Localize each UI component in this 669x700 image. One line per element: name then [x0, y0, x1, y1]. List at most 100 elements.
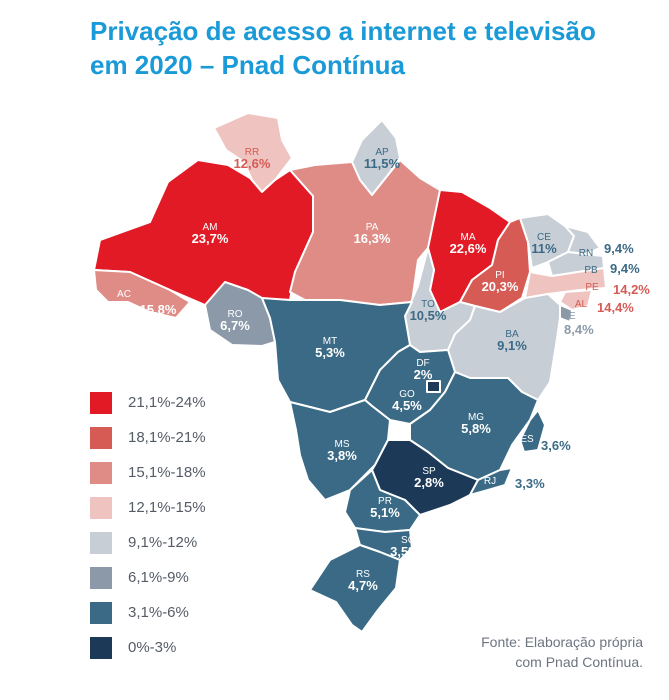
legend-label: 3,1%-6% — [128, 604, 189, 621]
legend-item: 0%-3% — [90, 630, 206, 665]
legend-swatch — [90, 426, 112, 449]
source-line-2: com Pnad Contínua. — [515, 654, 643, 670]
label-mt-abbr: MT — [323, 336, 337, 347]
label-al-value: 14,4% — [597, 300, 634, 315]
legend-label: 6,1%-9% — [128, 569, 189, 586]
label-ms-value: 3,8% — [327, 448, 357, 463]
label-df: DF 2% — [414, 358, 433, 382]
legend-swatch — [90, 531, 112, 554]
label-rj-abbr: RJ — [484, 476, 496, 487]
label-pi-value: 20,3% — [482, 279, 519, 294]
label-se-value: 8,4% — [564, 322, 594, 337]
label-to: TO 10,5% — [410, 299, 447, 323]
label-go: GO 4,5% — [392, 389, 422, 413]
label-ma-value: 22,6% — [450, 241, 487, 256]
source-line-1: Fonte: Elaboração própria — [481, 634, 643, 650]
label-df-value: 2% — [414, 367, 433, 382]
legend-label: 12,1%-15% — [128, 499, 206, 516]
label-ro-abbr: RO — [228, 309, 243, 320]
label-es: ES 3,6% — [520, 434, 571, 453]
label-pe-abbr: PE — [585, 282, 599, 293]
label-go-abbr: GO — [399, 389, 415, 400]
label-sc: SC 3,5% — [390, 535, 420, 559]
label-sp-abbr: SP — [422, 466, 436, 477]
label-sp: SP 2,8% — [414, 466, 444, 490]
label-rr: RR 12,6% — [234, 147, 271, 171]
label-ma-abbr: MA — [461, 232, 476, 243]
label-rj: RJ 3,3% — [484, 476, 545, 491]
title-line-1: Privação de acesso a internet e televisã… — [90, 16, 596, 46]
state-ac — [93, 269, 191, 319]
label-ma: MA 22,6% — [450, 232, 487, 256]
label-mg: MG 5,8% — [461, 412, 491, 436]
label-pr-abbr: PR — [378, 496, 392, 507]
legend-item: 15,1%-18% — [90, 455, 206, 490]
label-sc-abbr: SC — [401, 535, 415, 546]
label-ac-value: 15,8% — [140, 302, 177, 317]
label-ce-value: 11% — [531, 241, 557, 256]
label-ba-value: 9,1% — [497, 338, 527, 353]
label-ba-abbr: BA — [505, 329, 519, 340]
legend-item: 3,1%-6% — [90, 595, 206, 630]
label-df-abbr: DF — [416, 358, 429, 369]
state-pr — [344, 469, 421, 533]
label-pi-abbr: PI — [495, 270, 504, 281]
legend-swatch — [90, 601, 112, 624]
label-ms-abbr: MS — [335, 439, 350, 450]
label-pe-value: 14,2% — [613, 282, 650, 297]
label-rs-value: 4,7% — [348, 578, 378, 593]
label-am: AM 23,7% — [192, 222, 229, 246]
legend-item: 9,1%-12% — [90, 525, 206, 560]
label-ce-abbr: CE — [537, 232, 551, 243]
label-sc-value: 3,5% — [390, 544, 420, 559]
legend: 21,1%-24% 18,1%-21% 15,1%-18% 12,1%-15% … — [90, 385, 206, 665]
label-rn-value: 9,4% — [604, 241, 634, 256]
source-note: Fonte: Elaboração própria com Pnad Contí… — [481, 632, 643, 672]
label-mg-value: 5,8% — [461, 421, 491, 436]
label-pr: PR 5,1% — [370, 496, 400, 520]
title-line-2: em 2020 – Pnad Contínua — [90, 50, 405, 80]
label-am-value: 23,7% — [192, 231, 229, 246]
state-rs — [309, 544, 401, 633]
legend-label: 18,1%-21% — [128, 429, 206, 446]
label-to-value: 10,5% — [410, 308, 447, 323]
label-pe: PE 14,2% — [585, 282, 650, 297]
legend-item: 12,1%-15% — [90, 490, 206, 525]
label-pi: PI 20,3% — [482, 270, 519, 294]
label-pa: PA 16,3% — [354, 222, 391, 246]
label-ap-abbr: AP — [375, 147, 389, 158]
label-ro-value: 6,7% — [220, 318, 250, 333]
label-es-value: 3,6% — [541, 438, 571, 453]
label-ro: RO 6,7% — [220, 309, 250, 333]
label-rn-abbr: RN — [579, 248, 593, 259]
label-ac-abbr: AC — [117, 289, 131, 300]
label-go-value: 4,5% — [392, 398, 422, 413]
label-mt-value: 5,3% — [315, 345, 345, 360]
label-to-abbr: TO — [421, 299, 435, 310]
label-pr-value: 5,1% — [370, 505, 400, 520]
label-ba: BA 9,1% — [497, 329, 527, 353]
label-pb-value: 9,4% — [610, 261, 640, 276]
legend-label: 15,1%-18% — [128, 464, 206, 481]
label-mt: MT 5,3% — [315, 336, 345, 360]
label-am-abbr: AM — [203, 222, 218, 233]
label-ap: AP 11,5% — [364, 147, 401, 171]
label-se: SE 8,4% — [562, 311, 594, 337]
label-sp-value: 2,8% — [414, 475, 444, 490]
legend-swatch — [90, 391, 112, 414]
legend-swatch — [90, 496, 112, 519]
label-pa-abbr: PA — [366, 222, 379, 233]
legend-swatch — [90, 461, 112, 484]
label-rn: RN 9,4% — [579, 241, 634, 259]
state-df — [426, 380, 441, 393]
legend-item: 21,1%-24% — [90, 385, 206, 420]
label-ms: MS 3,8% — [327, 439, 357, 463]
label-rs: RS 4,7% — [348, 569, 378, 593]
label-rr-abbr: RR — [245, 147, 259, 158]
legend-swatch — [90, 566, 112, 589]
label-rs-abbr: RS — [356, 569, 370, 580]
state-rj — [469, 467, 513, 496]
label-pb-abbr: PB — [584, 265, 598, 276]
legend-item: 6,1%-9% — [90, 560, 206, 595]
label-rr-value: 12,6% — [234, 156, 271, 171]
